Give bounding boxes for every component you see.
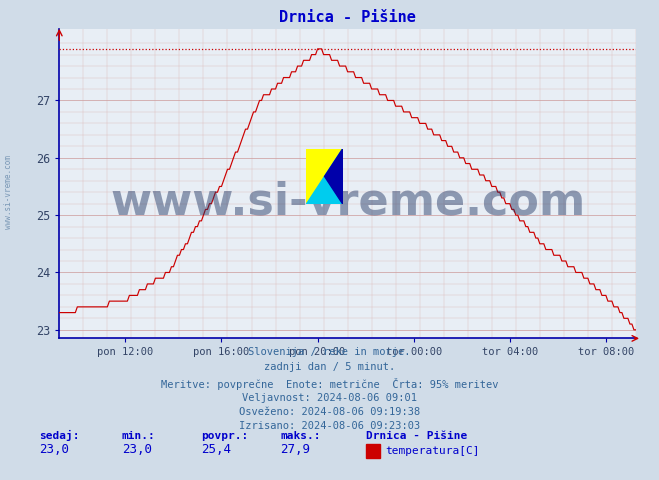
Polygon shape (325, 149, 343, 204)
Text: www.si-vreme.com: www.si-vreme.com (4, 155, 13, 229)
Text: Meritve: povprečne  Enote: metrične  Črta: 95% meritev: Meritve: povprečne Enote: metrične Črta:… (161, 378, 498, 390)
Text: Veljavnost: 2024-08-06 09:01: Veljavnost: 2024-08-06 09:01 (242, 393, 417, 403)
Text: min.:: min.: (122, 431, 156, 441)
Text: maks.:: maks.: (280, 431, 320, 441)
Title: Drnica - Pišine: Drnica - Pišine (279, 10, 416, 25)
Text: 23,0: 23,0 (122, 443, 152, 456)
Polygon shape (306, 149, 343, 204)
Text: Slovenija / reke in morje.: Slovenija / reke in morje. (248, 347, 411, 357)
Polygon shape (306, 149, 343, 204)
Text: Izrisano: 2024-08-06 09:23:03: Izrisano: 2024-08-06 09:23:03 (239, 421, 420, 432)
Text: temperatura[C]: temperatura[C] (386, 446, 480, 456)
Text: povpr.:: povpr.: (201, 431, 248, 441)
Text: sedaj:: sedaj: (40, 430, 80, 441)
Text: Drnica - Pišine: Drnica - Pišine (366, 431, 467, 441)
Text: 27,9: 27,9 (280, 443, 310, 456)
Text: 23,0: 23,0 (40, 443, 70, 456)
Text: www.si-vreme.com: www.si-vreme.com (110, 180, 585, 224)
Text: zadnji dan / 5 minut.: zadnji dan / 5 minut. (264, 362, 395, 372)
Text: 25,4: 25,4 (201, 443, 231, 456)
Text: Osveženo: 2024-08-06 09:19:38: Osveženo: 2024-08-06 09:19:38 (239, 407, 420, 417)
